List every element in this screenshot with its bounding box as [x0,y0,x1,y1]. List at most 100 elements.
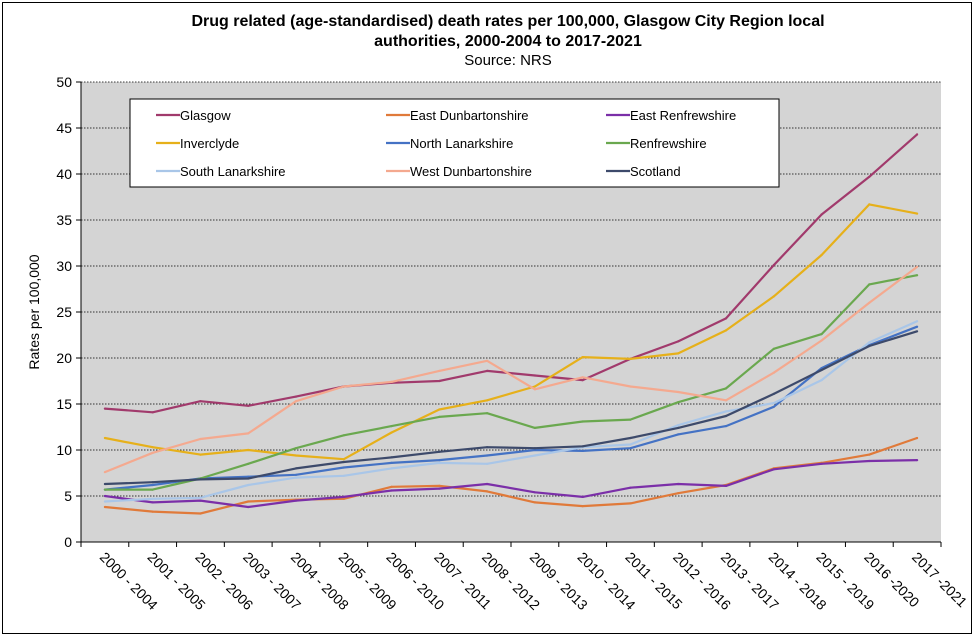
data-point [294,447,298,450]
data-point [199,437,202,441]
data-point [486,454,489,457]
data-point [438,484,441,487]
data-point [916,265,919,268]
data-point [533,454,537,457]
data-point [486,359,489,362]
y-tick-label: 15 [56,396,72,412]
data-point [581,449,584,452]
legend: Glasgow East Dunbartonshire East Renfrewsh… [129,98,780,188]
data-point [390,431,393,434]
data-point [629,447,632,450]
data-point [151,510,154,513]
data-point [724,425,728,428]
data-point [820,339,823,342]
data-point [103,436,106,440]
y-tick-label: 35 [56,212,72,228]
data-point [820,253,823,257]
data-point [868,453,871,456]
data-point [199,512,202,515]
data-point [916,325,919,328]
data-point [199,400,202,403]
data-point [247,404,250,407]
data-point [820,213,823,216]
data-point [724,484,728,487]
data-point [724,410,728,413]
data-point [342,385,345,388]
data-point [868,203,871,206]
data-point [533,448,537,452]
data-point [772,347,775,350]
data-point [294,454,298,457]
data-point [677,424,680,427]
data-point [199,453,202,456]
data-point [629,385,632,388]
data-point [151,497,154,500]
data-point [677,352,680,355]
y-axis-ticks: 0 5 10 15 20 25 30 35 40 45 50 [56,74,81,550]
data-point [533,447,537,450]
data-point [247,500,250,503]
data-point [533,426,537,429]
data-point [103,505,106,509]
data-point [438,379,441,383]
data-point [629,443,632,446]
data-point [438,415,441,418]
data-point [772,371,775,374]
data-point [199,478,202,481]
data-point [724,387,728,390]
data-point [151,411,154,414]
data-point [151,501,154,504]
data-point [438,459,441,462]
data-point [629,436,632,440]
data-point [772,295,775,298]
data-point [486,412,489,415]
series-line-south-lanarkshire [104,320,918,503]
data-point [294,395,298,398]
legend-label: East Renfrewshire [630,108,736,123]
data-point [724,399,728,402]
data-point [772,405,775,408]
data-point [581,379,584,382]
legend-label: South Lanarkshire [180,164,286,179]
data-point [581,495,584,498]
data-point [199,496,202,499]
data-point [868,341,871,344]
legend-label: West Dunbartonshire [410,164,532,179]
data-point [294,499,298,502]
data-point [342,474,345,477]
data-point [390,461,393,464]
data-point [390,456,393,459]
data-point [916,274,919,277]
data-point [533,501,537,504]
data-point [103,494,106,498]
data-point [342,497,345,500]
data-point [677,390,680,394]
data-point [103,407,106,410]
y-tick-label: 5 [64,488,72,504]
legend-box [129,98,780,188]
chart-title-line2: authorities, 2000-2004 to 2017-2021 [374,33,642,50]
data-point [438,369,441,372]
data-point [533,385,537,388]
data-point [677,492,680,495]
data-point [629,502,632,505]
y-tick-label: 0 [64,534,72,550]
data-point [533,374,537,377]
data-point [772,402,775,405]
data-point [438,487,441,490]
data-point [820,462,823,465]
y-tick-label: 50 [56,74,72,90]
data-point [581,445,584,448]
data-point [677,340,680,343]
y-tick-label: 40 [56,166,72,182]
data-point [390,380,393,383]
data-point [916,330,919,333]
data-point [294,476,298,479]
data-point [868,175,871,178]
data-point [390,485,393,488]
y-axis-label: Rates per 100,000 [26,254,42,369]
chart-title-line1: Drug related (age-standardised) death ra… [191,13,824,30]
data-point [629,357,632,360]
data-point [151,488,154,491]
data-point [103,471,106,474]
